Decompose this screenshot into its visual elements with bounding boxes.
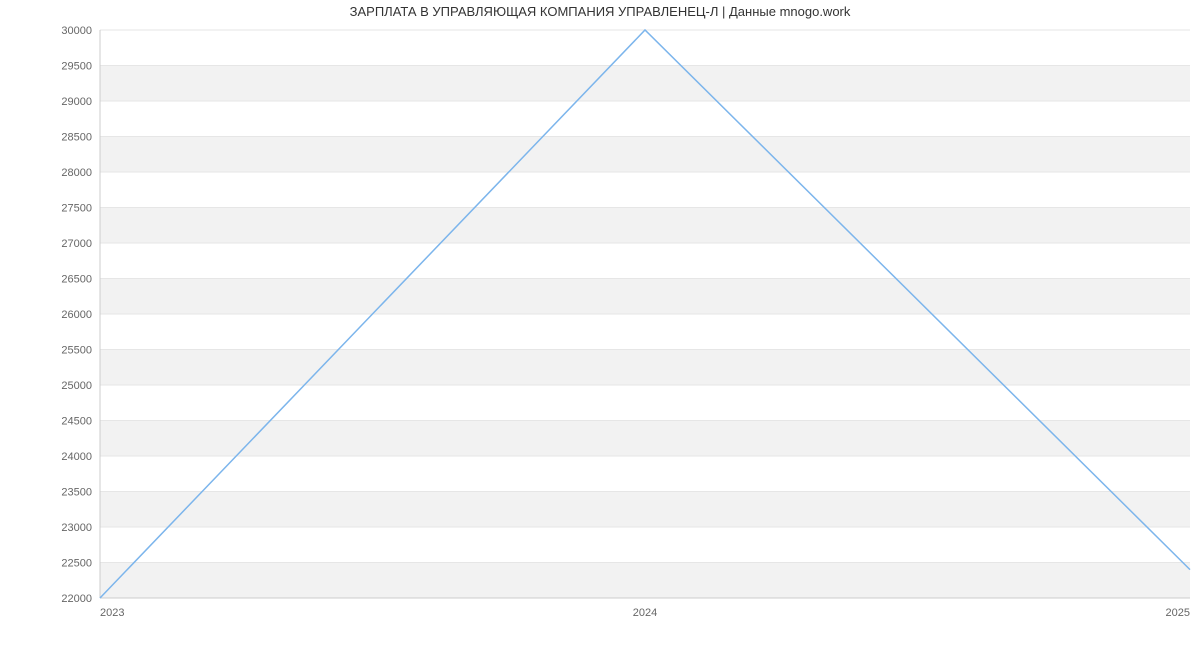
- y-tick-label: 29000: [61, 96, 92, 108]
- salary-chart: ЗАРПЛАТА В УПРАВЛЯЮЩАЯ КОМПАНИЯ УПРАВЛЕН…: [0, 0, 1200, 650]
- y-tick-label: 24000: [61, 451, 92, 463]
- y-tick-label: 25000: [61, 380, 92, 392]
- grid-band: [100, 66, 1190, 102]
- chart-title: ЗАРПЛАТА В УПРАВЛЯЮЩАЯ КОМПАНИЯ УПРАВЛЕН…: [350, 4, 851, 19]
- x-tick-label: 2025: [1166, 607, 1190, 619]
- grid-band: [100, 208, 1190, 244]
- x-tick-label: 2024: [633, 607, 657, 619]
- grid-band: [100, 421, 1190, 457]
- y-tick-label: 22500: [61, 558, 92, 570]
- y-tick-label: 25500: [61, 345, 92, 357]
- y-tick-label: 28000: [61, 167, 92, 179]
- grid-band: [100, 279, 1190, 315]
- y-tick-label: 26000: [61, 309, 92, 321]
- y-tick-label: 22000: [61, 593, 92, 605]
- x-tick-label: 2023: [100, 607, 124, 619]
- chart-svg: ЗАРПЛАТА В УПРАВЛЯЮЩАЯ КОМПАНИЯ УПРАВЛЕН…: [0, 0, 1200, 650]
- grid-band: [100, 137, 1190, 173]
- grid-band: [100, 350, 1190, 386]
- y-tick-label: 27000: [61, 238, 92, 250]
- y-tick-label: 27500: [61, 203, 92, 215]
- y-tick-label: 26500: [61, 274, 92, 286]
- y-tick-label: 28500: [61, 132, 92, 144]
- y-tick-label: 24500: [61, 416, 92, 428]
- y-tick-label: 23500: [61, 487, 92, 499]
- grid-band: [100, 492, 1190, 528]
- y-tick-label: 23000: [61, 522, 92, 534]
- grid-band: [100, 563, 1190, 599]
- y-tick-label: 30000: [61, 25, 92, 37]
- y-tick-label: 29500: [61, 61, 92, 73]
